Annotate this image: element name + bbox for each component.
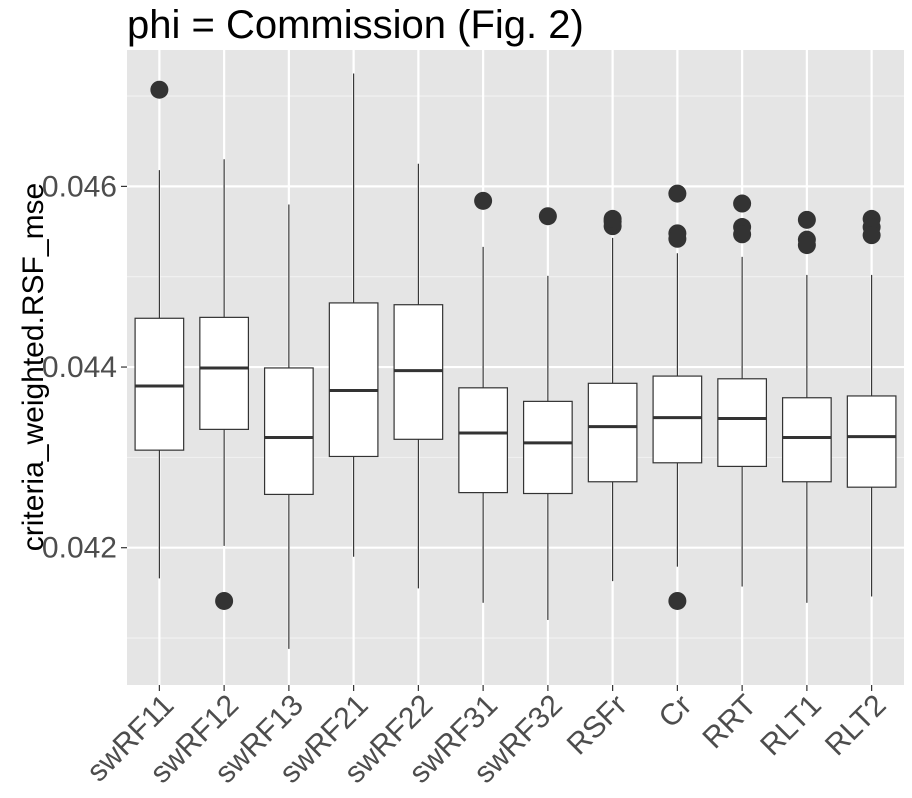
box-RRT (717, 194, 768, 587)
outlier-point (603, 209, 622, 228)
iqr-box (199, 316, 250, 430)
outlier-point (797, 210, 816, 229)
outlier-point (797, 236, 816, 255)
outlier-point (668, 229, 687, 248)
outlier-point (150, 80, 169, 99)
box-swRF11 (134, 80, 185, 579)
iqr-box (263, 367, 314, 496)
y-tick-label: 0.044 (42, 351, 117, 384)
x-tick-label: RSFr (561, 689, 634, 762)
outlier-point (733, 225, 752, 244)
chart-title: phi = Commission (Fig. 2) (127, 3, 584, 47)
iqr-box (781, 397, 832, 483)
box-RLT2 (846, 209, 897, 597)
iqr-box (134, 317, 185, 451)
iqr-box (328, 302, 379, 458)
box-swRF31 (458, 191, 509, 603)
box-Cr (652, 184, 703, 610)
y-tick-label: 0.042 (42, 532, 117, 565)
box-RSFr (587, 209, 638, 582)
outlier-point (668, 591, 687, 610)
box-swRF13 (263, 204, 314, 649)
box-RLT1 (781, 210, 832, 603)
box-layer (134, 73, 897, 649)
outlier-point (733, 194, 752, 213)
box-swRF12 (199, 159, 250, 610)
outlier-point (215, 591, 234, 610)
x-tick-label: RRT (697, 689, 764, 756)
iqr-box (717, 378, 768, 468)
x-tick-label: RLT2 (819, 689, 893, 763)
outlier-point (862, 226, 881, 245)
outlier-point (474, 191, 493, 210)
x-tick-label: RLT1 (754, 689, 828, 763)
x-tick-label: Cr (653, 689, 699, 735)
x-axis-ticks: swRF11swRF12swRF13swRF21swRF22swRF31swRF… (81, 685, 893, 790)
outlier-point (538, 207, 557, 226)
iqr-box (652, 375, 703, 464)
iqr-box (458, 387, 509, 494)
outlier-point (668, 184, 687, 203)
iqr-box (587, 382, 638, 483)
iqr-box (522, 400, 573, 495)
y-axis-label: criteria_weighted.RSF_mse (17, 183, 50, 551)
y-tick-label: 0.046 (42, 170, 117, 203)
box-swRF21 (328, 73, 379, 557)
iqr-box (846, 395, 897, 488)
box-swRF32 (522, 207, 573, 620)
y-axis-ticks: 0.042 0.044 0.046 (42, 170, 127, 565)
box-swRF22 (393, 163, 444, 589)
